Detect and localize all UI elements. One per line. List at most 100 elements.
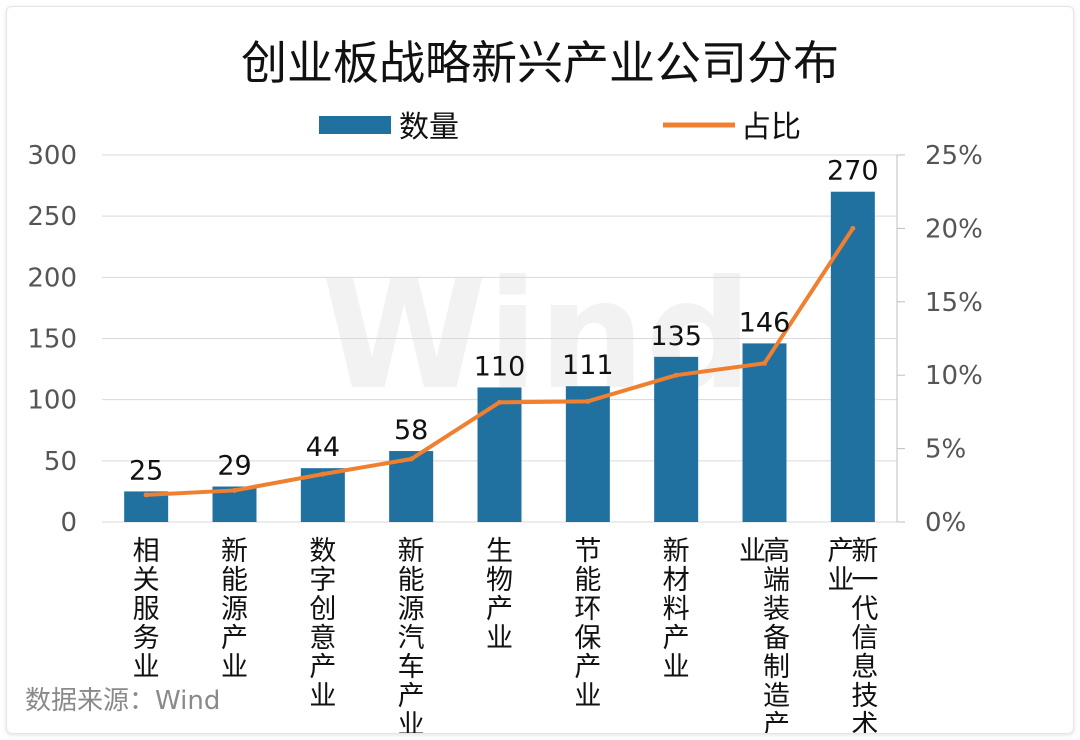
data-labels: 25 29 44 58 110 111 135 146 270 — [129, 156, 879, 487]
right-axis-ticks: 0% 5% 10% 15% 20% 25% — [896, 141, 983, 538]
share-point — [762, 360, 767, 366]
category-char: 代 — [851, 594, 878, 625]
bar-value-label: 44 — [306, 432, 340, 463]
bar — [565, 386, 610, 522]
right-tick-label: 25% — [925, 141, 983, 171]
share-point — [585, 398, 591, 404]
legend-swatch-count — [319, 116, 391, 134]
share-point — [850, 225, 856, 231]
category-char: 信 — [851, 623, 878, 654]
category-char: 源 — [221, 594, 248, 625]
left-tick-label: 100 — [27, 386, 77, 416]
category-char: 环 — [574, 594, 601, 625]
category-char: 物 — [486, 565, 513, 596]
category-char: 料 — [663, 594, 690, 625]
category-char: 源 — [398, 594, 425, 625]
share-line — [143, 225, 856, 498]
category-char: 产 — [309, 652, 336, 683]
category-char: 服 — [133, 594, 160, 625]
bar-value-label: 29 — [217, 451, 251, 482]
category-char: 能 — [221, 565, 248, 596]
category-char: 业 — [574, 681, 601, 712]
chart-svg: Wind 创业板战略新兴产业公司分布 数量 占比 050100150200250… — [25, 36, 983, 733]
bar — [742, 343, 787, 522]
left-axis-ticks: 0 50 100 150 200 250 300 — [27, 141, 77, 538]
legend-label-share: 占比 — [741, 110, 801, 145]
category-char: 产 — [398, 681, 425, 712]
category-char: 创 — [309, 594, 336, 625]
category-char: 保 — [574, 623, 601, 654]
bar-value-label: 146 — [739, 307, 791, 338]
chart-title: 创业板战略新兴产业公司分布 — [241, 36, 839, 90]
right-tick-label: 10% — [925, 361, 983, 391]
category-char: 关 — [133, 565, 160, 596]
category-char: 造 — [763, 681, 790, 712]
category-char: 意 — [309, 623, 336, 654]
category-char: 能 — [398, 565, 425, 596]
legend: 数量 占比 — [319, 110, 801, 145]
category-char: 新 — [221, 536, 248, 567]
left-tick-label: 300 — [27, 141, 77, 171]
category-char: 能 — [574, 565, 601, 596]
category-char: 材 — [663, 565, 690, 596]
category-char: 节 — [574, 536, 601, 567]
category-char: 息 — [851, 652, 878, 683]
category-char: 车 — [398, 652, 425, 683]
category-char: 制 — [763, 652, 790, 683]
left-tick-label: 0 — [60, 508, 77, 538]
category-char: 业 — [486, 623, 513, 654]
category-char: 备 — [763, 623, 790, 654]
category-labels: 相关服务业新能源产业数字创意产业新能源汽车产业生物产业节能环保产业新材料产业高端… — [133, 536, 879, 733]
category-char: 业 — [827, 565, 854, 596]
category-char: 数 — [309, 536, 336, 567]
share-point — [497, 399, 502, 405]
share-point — [673, 372, 679, 378]
bar — [654, 356, 699, 522]
category-char: 装 — [763, 594, 790, 625]
category-char: 业 — [739, 536, 766, 567]
category-char: 高 — [763, 536, 790, 567]
category-char: 产 — [663, 623, 690, 654]
category-char: 端 — [763, 565, 790, 596]
bar — [830, 191, 875, 522]
share-point — [143, 492, 149, 498]
left-tick-label: 50 — [44, 447, 77, 477]
category-char: 产 — [574, 652, 601, 683]
category-char: 业 — [221, 652, 248, 683]
category-char: 新 — [851, 536, 878, 567]
right-tick-label: 0% — [925, 508, 966, 538]
category-char: 产 — [486, 594, 513, 625]
share-point — [320, 471, 326, 477]
right-tick-label: 5% — [925, 435, 966, 465]
right-tick-label: 15% — [925, 288, 983, 318]
bar-value-label: 270 — [827, 156, 879, 187]
bar-value-label: 135 — [650, 321, 702, 352]
share-point — [408, 456, 414, 462]
left-tick-label: 150 — [27, 325, 77, 355]
category-char: 业 — [398, 710, 425, 733]
bar-value-label: 58 — [394, 415, 428, 446]
category-char: 技 — [851, 681, 878, 712]
category-char: 汽 — [398, 623, 425, 654]
bar — [477, 387, 522, 522]
category-char: 业 — [663, 652, 690, 683]
category-char: 术 — [851, 710, 878, 733]
bar-value-label: 111 — [562, 350, 614, 381]
category-char: 业 — [309, 681, 336, 712]
bar-value-label: 25 — [129, 455, 163, 486]
legend-label-count: 数量 — [399, 110, 459, 145]
category-char: 新 — [663, 536, 690, 567]
share-point — [232, 487, 237, 493]
category-char: 新 — [398, 536, 425, 567]
left-tick-label: 250 — [27, 202, 77, 232]
category-char: 业 — [133, 652, 160, 683]
category-char: 务 — [133, 623, 160, 654]
